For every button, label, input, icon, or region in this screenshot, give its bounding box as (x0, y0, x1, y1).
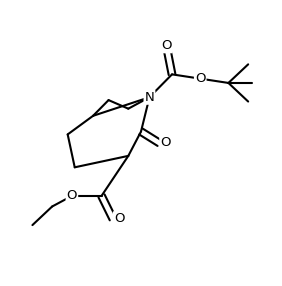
Text: N: N (145, 91, 154, 104)
Text: O: O (160, 136, 171, 150)
Text: O: O (161, 39, 172, 52)
Text: O: O (114, 212, 124, 225)
Text: O: O (195, 72, 206, 85)
Text: O: O (67, 189, 77, 202)
